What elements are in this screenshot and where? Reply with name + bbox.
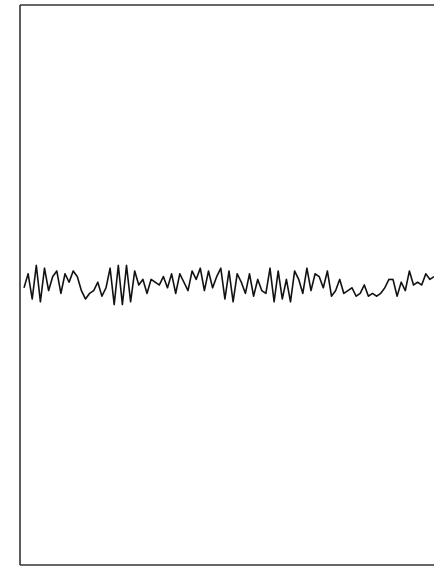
series-layer xyxy=(23,264,434,306)
plot-frame xyxy=(19,4,434,566)
series-line-0 xyxy=(23,264,434,306)
